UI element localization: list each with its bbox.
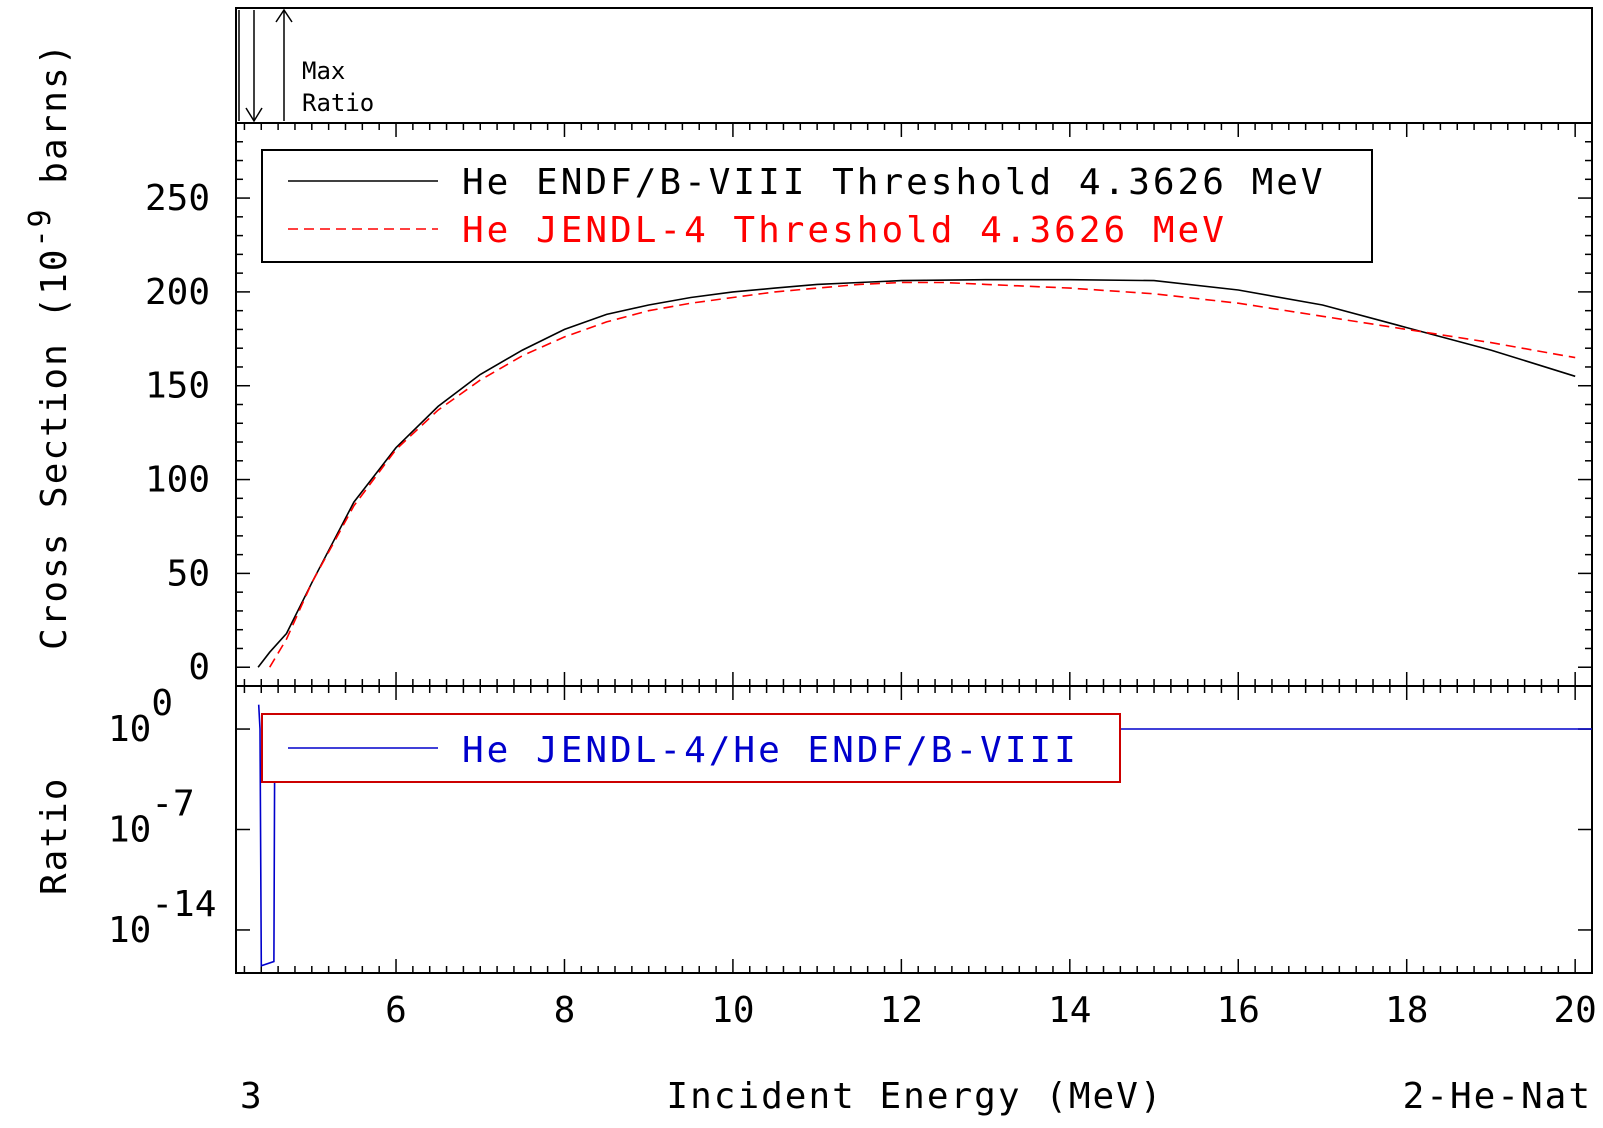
y-tick-label: 250 [145, 178, 210, 219]
ratio-y-tick-label: 10-7 [108, 784, 195, 851]
x-tick-label: 20 [1553, 990, 1596, 1031]
legend-label-endf: He ENDF/B-VIII Threshold 4.3626 MeV [462, 162, 1326, 203]
y-axis-title-ratio: Ratio [34, 777, 75, 895]
ratio-label: Ratio [302, 89, 374, 117]
x-tick-label: 8 [554, 990, 576, 1031]
y-axis-title-exp: -9 [23, 207, 58, 247]
legend-label-jendl: He JENDL-4 Threshold 4.3626 MeV [462, 210, 1227, 251]
y-axis-title-pre: Cross Section (10 [34, 248, 75, 650]
y-tick-label: 50 [167, 553, 210, 594]
max-ratio-arrows [238, 8, 293, 123]
y-tick-label: 0 [188, 647, 210, 688]
max-label: Max [302, 57, 345, 85]
main-series-group [257, 278, 1576, 668]
series-line-endf [257, 278, 1576, 668]
y-tick-label: 150 [145, 366, 210, 407]
x-axis: 6 8 10 12 14 16 18 20 [243, 123, 1597, 1031]
y-tick-label: 100 [145, 460, 210, 501]
legend-label-ratio: He JENDL-4/He ENDF/B-VIII [462, 730, 1079, 771]
ratio-y-axis: 100 10-7 10-14 [108, 683, 1592, 951]
main-legend: He ENDF/B-VIII Threshold 4.3626 MeV He J… [261, 149, 1373, 263]
x-tick-label: 12 [880, 990, 923, 1031]
main-legend-box [261, 149, 1373, 263]
x-tick-label: 16 [1217, 990, 1260, 1031]
ratio-y-tick-label: 100 [108, 683, 173, 750]
main-y-axis: 0 50 100 150 200 250 [145, 122, 1592, 688]
footer-left: 3 [240, 1076, 264, 1117]
ratio-y-tick-label: 10-14 [108, 884, 216, 951]
x-tick-label: 18 [1385, 990, 1428, 1031]
series-line-jendl [269, 281, 1576, 668]
y-tick-label: 200 [145, 272, 210, 313]
top-panel-frame [235, 7, 1593, 124]
x-tick-label: 6 [385, 990, 407, 1031]
footer-right: 2-He-Nat [1403, 1076, 1592, 1117]
y-axis-title-post: barns) [34, 42, 75, 208]
x-tick-label: 14 [1048, 990, 1091, 1031]
y-axis-title-main: Cross Section (10-9 barns) [23, 42, 75, 650]
x-axis-title: Incident Energy (MeV) [666, 1076, 1163, 1117]
ratio-legend: He JENDL-4/He ENDF/B-VIII [261, 713, 1121, 783]
x-tick-label: 10 [711, 990, 754, 1031]
